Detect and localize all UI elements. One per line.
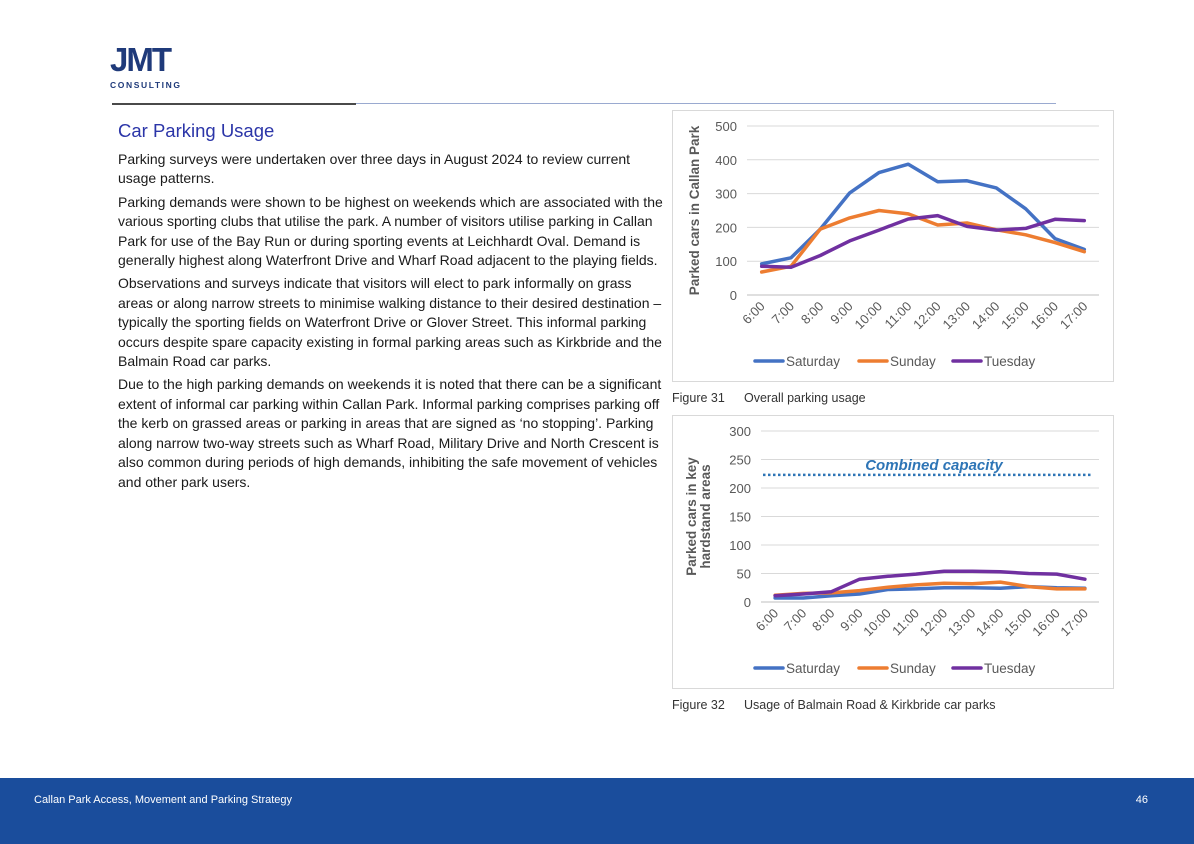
x-tick-label: 16:00 bbox=[1028, 299, 1062, 333]
figure-caption-text: Overall parking usage bbox=[744, 391, 866, 405]
x-tick-label: 8:00 bbox=[809, 606, 838, 635]
section-title: Car Parking Usage bbox=[118, 120, 275, 141]
x-tick-label: 10:00 bbox=[852, 299, 886, 333]
logo-subtitle: CONSULTING bbox=[110, 80, 182, 90]
y-tick-label: 150 bbox=[729, 510, 751, 525]
paragraph: Parking surveys were undertaken over thr… bbox=[118, 151, 631, 187]
x-tick-label: 11:00 bbox=[882, 299, 915, 332]
y-tick-label: 250 bbox=[729, 453, 751, 468]
y-tick-label: 400 bbox=[715, 153, 737, 168]
legend-label-tuesday: Tuesday bbox=[984, 354, 1036, 369]
x-tick-label: 17:00 bbox=[1057, 299, 1091, 333]
y-tick-label: 0 bbox=[744, 595, 751, 610]
series-line-tuesday bbox=[773, 569, 1087, 598]
chart-overall-parking: 0 100 200 300 400 500 6:00 7:00 8:00 9:00 10:00 11:… bbox=[672, 110, 1114, 382]
y-tick-label: 100 bbox=[729, 538, 751, 553]
header-rule-light bbox=[356, 103, 1056, 104]
figure-caption-text: Usage of Balmain Road & Kirkbride car pa… bbox=[744, 698, 996, 712]
series-line-tuesday bbox=[759, 213, 1087, 270]
y-tick-label: 50 bbox=[737, 567, 751, 582]
y-tick-label: 500 bbox=[715, 119, 737, 134]
x-tick-label: 13:00 bbox=[940, 299, 974, 333]
paragraph: Due to the high parking demands on weeke… bbox=[118, 376, 662, 490]
y-tick-label: 100 bbox=[715, 254, 737, 269]
footer-title: Callan Park Access, Movement and Parking… bbox=[34, 794, 293, 806]
footer: Callan Park Access, Movement and Parking… bbox=[0, 778, 1194, 844]
figure-number: Figure 31 bbox=[672, 391, 725, 405]
x-tick-label: 7:00 bbox=[781, 606, 810, 635]
series-line-saturday bbox=[759, 162, 1087, 266]
header-rule-dark bbox=[112, 103, 356, 105]
y-axis-label: Parked cars in keyhardstand areas bbox=[684, 457, 713, 576]
x-tick-label: 12:00 bbox=[917, 606, 951, 640]
figure-31-caption: Figure 31 Overall parking usage bbox=[672, 391, 866, 405]
x-tick-label: 8:00 bbox=[798, 299, 827, 328]
x-tick-label: 15:00 bbox=[1001, 606, 1035, 640]
legend-label-sunday: Sunday bbox=[890, 661, 936, 676]
body-text: Parking surveys were undertaken over thr… bbox=[118, 150, 663, 496]
logo: JMT CONSULTING bbox=[110, 41, 194, 92]
x-tick-label: 12:00 bbox=[910, 299, 944, 333]
y-tick-label: 300 bbox=[729, 424, 751, 439]
x-tick-label: 10:00 bbox=[860, 606, 894, 640]
x-tick-label: 17:00 bbox=[1057, 606, 1091, 640]
y-axis-label-line: hardstand areas bbox=[698, 464, 713, 568]
x-tick-label: 16:00 bbox=[1029, 606, 1063, 640]
x-tick-label: 7:00 bbox=[769, 299, 798, 328]
y-tick-label: 300 bbox=[715, 187, 737, 202]
legend-label-sunday: Sunday bbox=[890, 354, 936, 369]
legend-label-tuesday: Tuesday bbox=[984, 661, 1036, 676]
logo-letters: JMT bbox=[110, 41, 172, 78]
x-tick-label: 14:00 bbox=[973, 606, 1007, 640]
y-axis-label-line: Parked cars in Callan Park bbox=[687, 125, 702, 295]
paragraph: Observations and surveys indicate that v… bbox=[118, 275, 662, 370]
figure-32-caption: Figure 32 Usage of Balmain Road & Kirkbri… bbox=[672, 698, 996, 712]
series-line-sunday bbox=[759, 208, 1087, 274]
page-number: 46 bbox=[1135, 794, 1148, 806]
x-tick-label: 11:00 bbox=[889, 606, 922, 639]
y-tick-label: 0 bbox=[730, 288, 737, 303]
x-tick-label: 13:00 bbox=[945, 606, 979, 640]
y-axis-label: Parked cars in Callan Park bbox=[687, 125, 702, 295]
chart-hardstand-parking: 0 50 100 150 200 250 300 6:00 7:00 8:00 9:00 10:00 1… bbox=[672, 415, 1114, 689]
x-tick-label: 15:00 bbox=[998, 299, 1032, 333]
y-tick-label: 200 bbox=[729, 481, 751, 496]
legend-label-saturday: Saturday bbox=[786, 354, 840, 369]
x-tick-label: 6:00 bbox=[739, 299, 768, 328]
x-tick-label: 6:00 bbox=[753, 606, 782, 635]
legend-label-saturday: Saturday bbox=[786, 661, 840, 676]
y-axis-label-line: Parked cars in key bbox=[684, 457, 699, 576]
y-tick-label: 200 bbox=[715, 220, 737, 235]
logo-mark: JMT bbox=[110, 41, 194, 78]
capacity-label: Combined capacity bbox=[865, 457, 1003, 474]
figure-number: Figure 32 bbox=[672, 698, 725, 712]
paragraph: Parking demands were shown to be highest… bbox=[118, 193, 663, 269]
x-tick-label: 14:00 bbox=[969, 299, 1003, 333]
